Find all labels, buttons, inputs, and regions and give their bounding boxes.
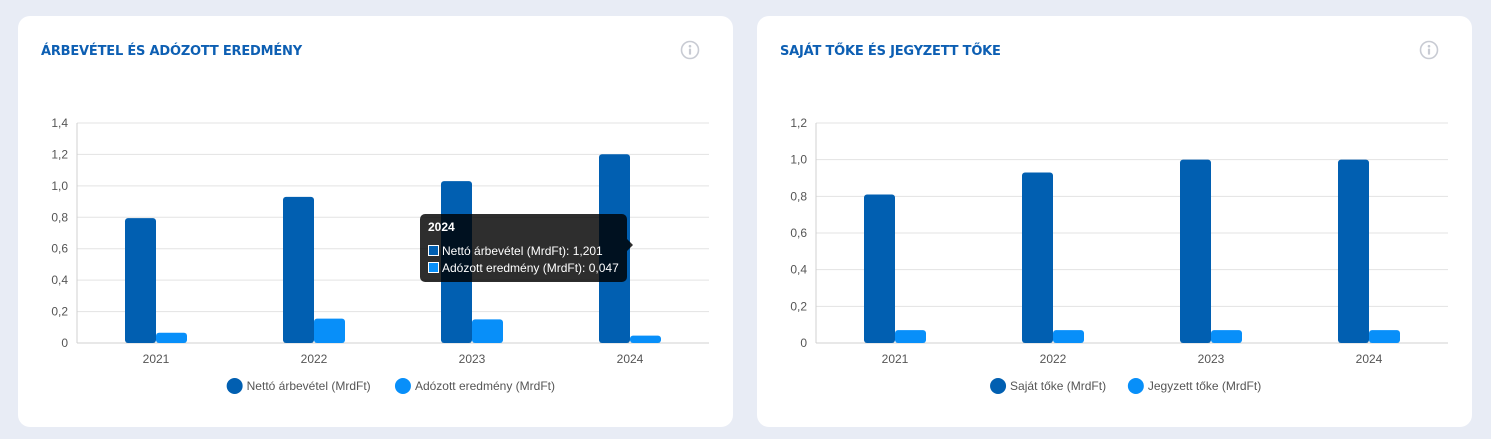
info-icon[interactable] [680,40,700,60]
card-title: SAJÁT TŐKE ÉS JEGYZETT TŐKE [780,44,1001,59]
y-tick-label: 0,2 [790,299,807,313]
bar [864,194,895,343]
y-tick-label: 0,4 [51,273,68,287]
equity-chart-card: SAJÁT TŐKE ÉS JEGYZETT TŐKE 0 0,2 0,4 0,6 0,… [757,16,1472,427]
tooltip-label: Adózott eredmény (MrdFt): 0,047 [442,260,619,275]
y-tick-label: 1,0 [51,179,68,193]
x-tick-label: 2023 [1198,352,1225,366]
bar [1180,159,1211,343]
bar [1338,159,1369,343]
y-tick-label: 0,6 [790,226,807,240]
y-tick-label: 0 [61,336,68,350]
chart-tooltip: 2024 Nettó árbevétel (MrdFt): 1,201 Adóz… [420,214,633,282]
y-tick-label: 1,4 [51,116,68,130]
bar [472,319,503,343]
info-icon[interactable] [1419,40,1439,60]
legend-label: Adózott eredmény (MrdFt) [415,379,555,393]
y-tick-label: 1,0 [790,153,807,167]
y-tick-label: 0,8 [51,210,68,224]
bar [1053,330,1084,343]
y-tick-label: 1,2 [51,147,68,161]
bar [1369,330,1400,343]
x-tick-label: 2024 [1356,352,1383,366]
bar [895,330,926,343]
y-tick-label: 1,2 [790,116,807,130]
revenue-chart-card: ÁRBEVÉTEL ÉS ADÓZOTT EREDMÉNY 0 0,2 0,4 0,6… [18,16,733,427]
tooltip-swatch [428,262,439,273]
tooltip-label: Nettó árbevétel (MrdFt): 1,201 [442,243,603,258]
x-tick-label: 2022 [301,352,328,366]
bar [1022,172,1053,343]
x-tick-label: 2022 [1040,352,1067,366]
y-tick-label: 0,8 [790,189,807,203]
tooltip-row: Nettó árbevétel (MrdFt): 1,201 [428,242,619,259]
legend-marker [226,378,243,394]
legend-marker [394,378,411,394]
tooltip-arrow [626,239,633,251]
y-tick-label: 0,4 [790,263,807,277]
legend-label: Saját tőke (MrdFt) [1010,379,1106,393]
x-tick-label: 2024 [617,352,644,366]
tooltip-row: Adózott eredmény (MrdFt): 0,047 [428,259,619,276]
x-tick-label: 2023 [459,352,486,366]
bar [283,196,314,343]
x-tick-label: 2021 [143,352,170,366]
y-tick-label: 0,2 [51,305,68,319]
x-tick-label: 2021 [882,352,909,366]
tooltip-swatch [428,245,439,256]
legend-marker [990,378,1007,394]
card-title: ÁRBEVÉTEL ÉS ADÓZOTT EREDMÉNY [41,44,302,59]
bar [156,332,187,343]
y-tick-label: 0,6 [51,242,68,256]
tooltip-title: 2024 [428,220,455,234]
bar [125,218,156,343]
bar [1211,330,1242,343]
bar [314,318,345,343]
legend-marker [1127,378,1144,394]
legend-label: Jegyzett tőke (MrdFt) [1148,379,1261,393]
y-tick-label: 0 [800,336,807,350]
legend-label: Nettó árbevétel (MrdFt) [247,379,371,393]
equity-chart: 0 0,2 0,4 0,6 0,8 1,0 1,2 2021 2022 2023 2024 Saját… [790,116,1448,394]
bar [630,335,661,343]
